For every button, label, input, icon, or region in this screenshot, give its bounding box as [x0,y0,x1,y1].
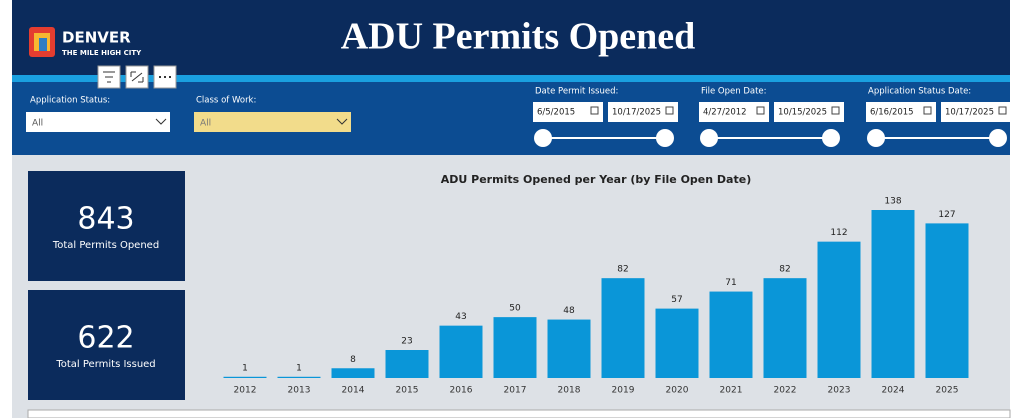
logo [29,27,55,57]
x-tick-label: 2021 [720,386,743,396]
date-value: 4/27/2012 [703,108,747,118]
data-label: 82 [779,265,790,275]
bar [439,325,483,378]
data-label: 138 [884,197,901,207]
slider-handle[interactable] [867,129,885,147]
kpi-card [28,171,185,281]
date-input[interactable] [699,102,769,122]
date-input[interactable] [608,102,678,122]
filter-label: Date Permit Issued: [535,87,618,97]
data-label: 1 [296,363,302,373]
logo-name: DENVER [62,29,131,47]
date-input[interactable] [941,102,1011,122]
logo-icon [39,38,47,51]
data-label: 43 [455,312,466,322]
kpi-label: Total Permits Opened [52,240,159,251]
calendar-icon [756,106,765,115]
x-tick-label: 2020 [666,386,689,396]
data-label: 8 [350,355,356,365]
date-value: 6/5/2015 [537,108,575,118]
x-tick-label: 2013 [288,386,311,396]
filter-label: Class of Work: [196,96,256,106]
toolbar [97,65,177,89]
bar [385,350,429,378]
data-label: 112 [830,228,847,238]
bar [925,223,969,378]
slider-handle[interactable] [656,129,674,147]
bar [871,210,915,378]
page-title: ADU Permits Opened [341,16,696,58]
data-label: 127 [938,210,955,220]
x-tick-label: 2014 [342,386,365,396]
calendar-icon [831,106,840,115]
date-value: 6/16/2015 [870,108,914,118]
dropdown-value: All [32,119,43,129]
dropdown-value: All [200,119,211,129]
kpi-value: 622 [77,321,134,356]
calendar-icon [590,106,599,115]
bar [709,291,753,378]
date-input[interactable] [533,102,603,122]
x-tick-label: 2017 [504,386,527,396]
kpi-value: 843 [77,202,134,237]
date-input[interactable] [866,102,936,122]
bar [655,308,699,378]
x-tick-label: 2025 [936,386,959,396]
data-label: 57 [671,295,682,305]
lower-panel [27,409,1011,418]
chart-title: ADU Permits Opened per Year (by File Ope… [441,173,751,186]
header-stripe [12,75,1010,82]
x-tick-label: 2016 [450,386,473,396]
date-value: 10/17/2025 [945,108,994,118]
bar [601,278,645,378]
dropdown[interactable] [194,112,351,132]
bar [223,376,267,378]
date-value: 10/15/2025 [778,108,827,118]
bar [763,278,807,378]
data-label: 23 [401,337,412,347]
bar [817,241,861,378]
x-tick-label: 2022 [774,386,797,396]
x-tick-label: 2019 [612,386,635,396]
x-tick-label: 2015 [396,386,419,396]
slider-handle[interactable] [989,129,1007,147]
date-value: 10/17/2025 [612,108,661,118]
data-label: 1 [242,363,248,373]
filter-label: File Open Date: [701,87,767,97]
calendar-icon [998,106,1007,115]
x-tick-label: 2012 [234,386,257,396]
bar [277,376,321,378]
slider-handle[interactable] [822,129,840,147]
calendar-icon [923,106,932,115]
chevron [336,118,348,125]
x-tick-label: 2023 [828,386,851,396]
filter-label: Application Status: [30,96,110,106]
data-label: 71 [725,278,736,288]
dropdown[interactable] [26,112,170,132]
bar [547,319,591,378]
bar [493,317,537,378]
focus-icon [130,71,144,83]
filter-label: Application Status Date: [868,87,971,97]
calendar-icon [665,106,674,115]
data-label: 82 [617,265,628,275]
x-tick-label: 2024 [882,386,905,396]
x-tick-label: 2018 [558,386,581,396]
chevron [155,118,167,125]
slider-handle[interactable] [700,129,718,147]
logo-tagline: THE MILE HIGH CITY [62,49,142,57]
data-label: 50 [509,304,521,314]
date-input[interactable] [774,102,844,122]
header-bar [12,0,1010,75]
data-label: 48 [563,306,575,316]
bar [331,368,375,378]
kpi-label: Total Permits Issued [55,359,155,370]
kpi-card [28,290,185,400]
slider-handle[interactable] [534,129,552,147]
filter-icon [103,71,115,83]
